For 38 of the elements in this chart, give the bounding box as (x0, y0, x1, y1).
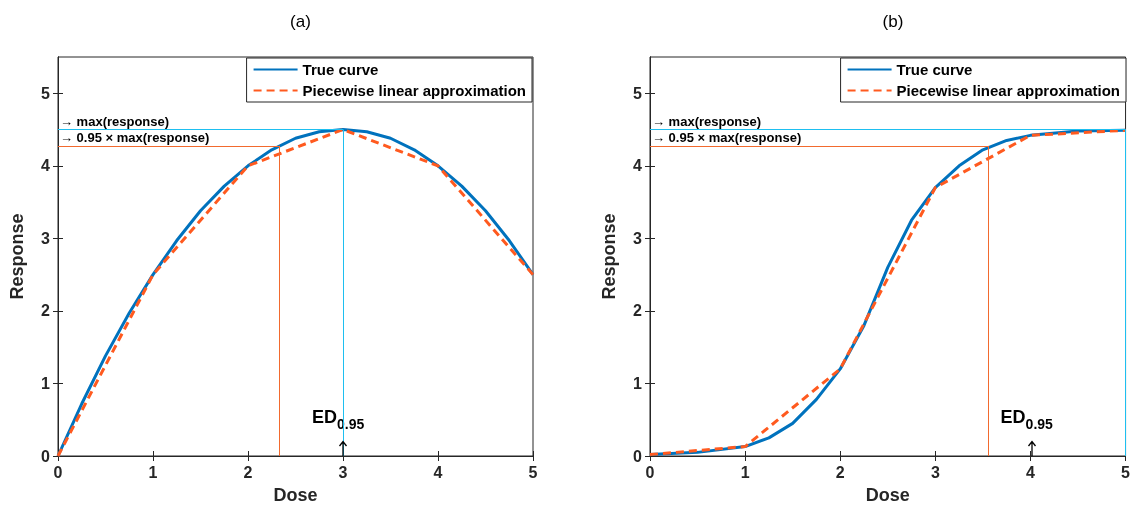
x-tick-label: 3 (930, 463, 940, 481)
x-tick-label: 0 (53, 463, 63, 481)
x-tick-label: 2 (835, 463, 845, 481)
y-tick-label: 1 (633, 374, 643, 392)
x-tick-label: 5 (1121, 463, 1131, 481)
x-tick-label: 4 (433, 463, 443, 481)
y-tick-label: 4 (41, 157, 51, 175)
y-tick-label: 0 (633, 447, 643, 465)
y-axis-title: Response (599, 213, 619, 300)
y-tick-label: 5 (633, 84, 643, 102)
y-tick-label: 2 (41, 302, 51, 320)
x-axis-title: Dose (865, 485, 910, 505)
x-axis-title: Dose (273, 485, 318, 505)
chart-title: (b) (882, 12, 904, 31)
ref-line-label: → 0.95 × max(response) (60, 129, 210, 145)
x-tick-label: 3 (338, 463, 348, 481)
legend-label: Piecewise linear approximation (896, 82, 1120, 99)
ref-line-label: → 0.95 × max(response) (652, 129, 802, 145)
x-tick-label: 5 (528, 463, 538, 481)
chart-title: (a) (290, 12, 311, 31)
y-tick-label: 1 (41, 374, 51, 392)
y-tick-label: 5 (41, 84, 51, 102)
x-tick-label: 1 (740, 463, 750, 481)
x-tick-label: 2 (243, 463, 253, 481)
legend-label: True curve (302, 61, 379, 78)
y-tick-label: 0 (41, 447, 51, 465)
y-tick-label: 2 (633, 302, 643, 320)
y-tick-label: 3 (633, 229, 643, 247)
ref-line-label: → max(response) (60, 113, 170, 129)
y-tick-label: 3 (41, 229, 51, 247)
y-tick-label: 4 (633, 157, 643, 175)
ref-line-label: → max(response) (652, 113, 762, 129)
x-tick-label: 0 (645, 463, 655, 481)
x-tick-label: 4 (1025, 463, 1035, 481)
legend-label: Piecewise linear approximation (302, 82, 526, 99)
y-axis-title: Response (7, 213, 27, 300)
x-tick-label: 1 (148, 463, 158, 481)
legend-label: True curve (896, 61, 973, 78)
